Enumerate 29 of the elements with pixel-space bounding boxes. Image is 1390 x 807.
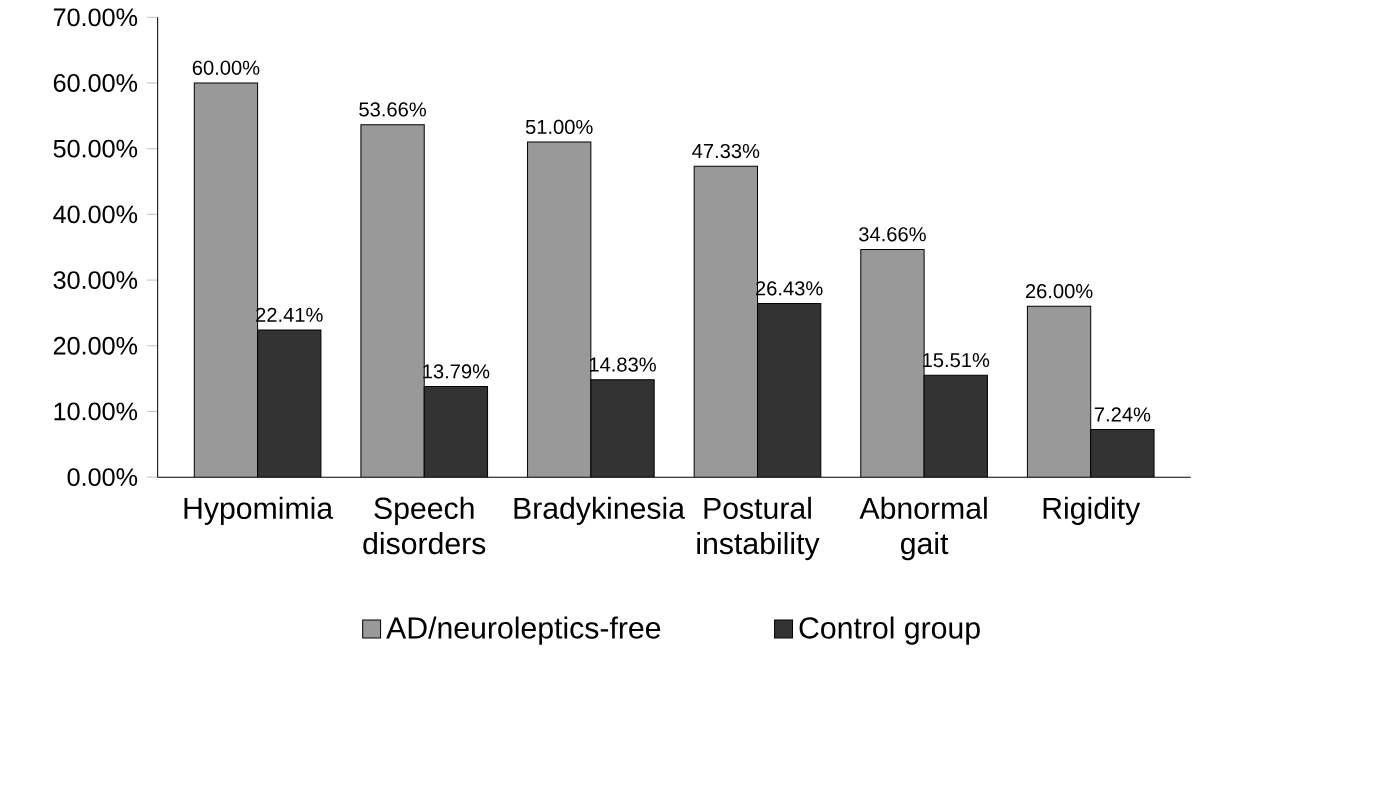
bar xyxy=(590,379,655,478)
x-tick-label: Hypomimia xyxy=(184,496,334,526)
data-label: 51.00% xyxy=(525,119,593,135)
bar xyxy=(424,386,488,478)
y-tick-label: 50.00% xyxy=(53,139,138,158)
y-tick-label: 20.00% xyxy=(53,336,138,355)
x-tick-label: Abnormal gait xyxy=(859,496,987,561)
y-tick-label: 60.00% xyxy=(53,74,138,93)
data-label: 7.24% xyxy=(1094,407,1151,422)
y-tick-label: 40.00% xyxy=(53,205,138,224)
y-tick-label: 10.00% xyxy=(54,402,138,421)
y-tick-label: 70.00% xyxy=(53,8,138,27)
data-label: 53.66% xyxy=(359,102,426,117)
data-label: 34.66% xyxy=(859,227,926,242)
legend-label: Control group xyxy=(799,616,980,645)
data-label: 60.00% xyxy=(192,60,260,76)
y-tick-label: 0.00% xyxy=(67,468,138,487)
x-tick-label: Rigidity xyxy=(1043,496,1141,526)
legend-label: AD/neuroleptics-free xyxy=(386,616,661,645)
y-tick-label: 30.00% xyxy=(53,271,138,290)
bar xyxy=(924,375,988,478)
bar xyxy=(1090,429,1155,478)
x-tick-label: Speech disorders xyxy=(363,496,486,555)
x-tick-label: Postural instability xyxy=(697,496,820,561)
bar xyxy=(757,303,821,478)
x-tick-label: Bradykinesia xyxy=(514,496,685,526)
bar xyxy=(257,330,321,478)
data-label: 47.33% xyxy=(692,144,760,159)
data-label: 26.00% xyxy=(1025,284,1093,299)
